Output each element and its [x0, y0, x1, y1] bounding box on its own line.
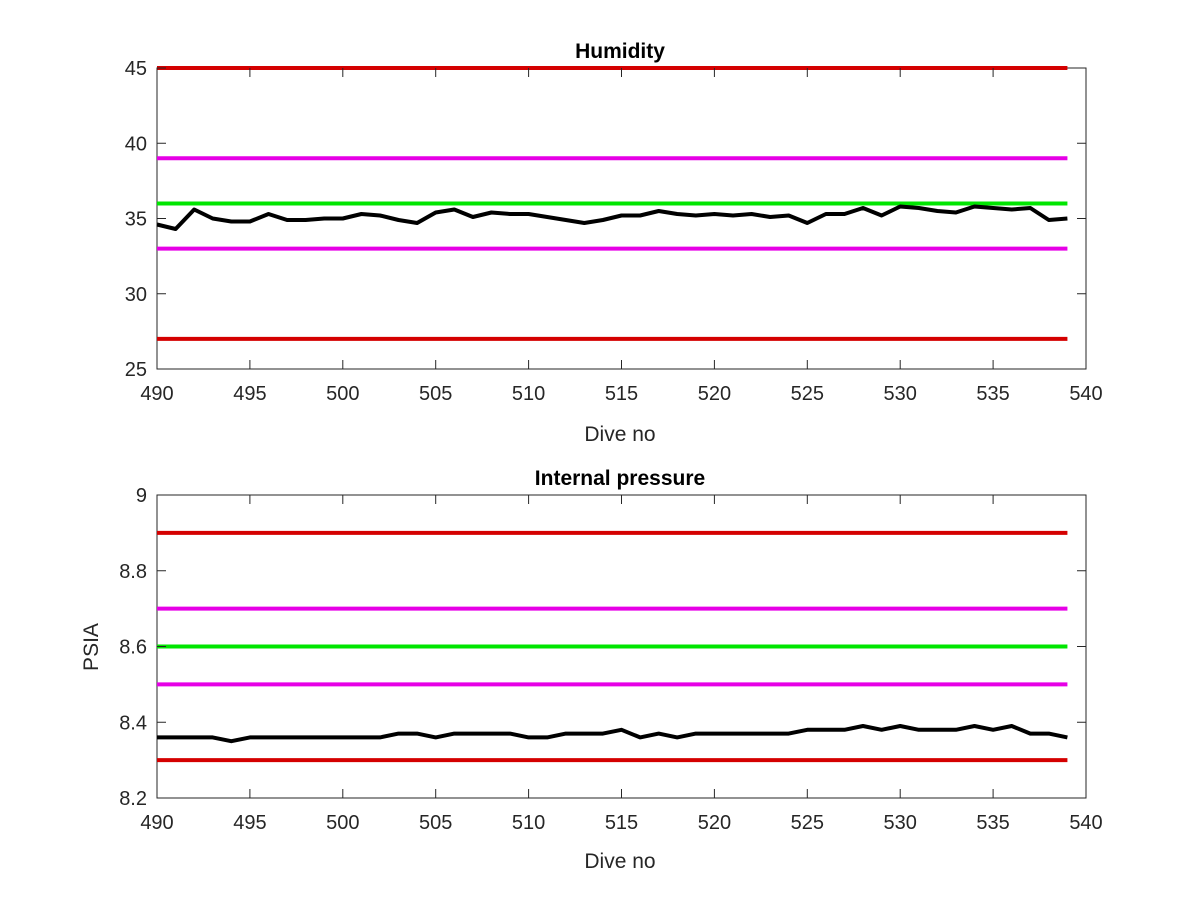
- internal-pressure-x-ticks: 490 495 500 505 510 515 520 525 530 535 540: [140, 495, 1103, 834]
- internal-pressure-data-line-0: [157, 724, 1068, 744]
- humidity-y-tick-label: 30: [125, 284, 147, 306]
- internal-pressure-y-tick-label: 8.2: [119, 788, 147, 810]
- humidity-series: [156, 204, 1068, 231]
- humidity-x-tick-label: 510: [512, 383, 545, 405]
- internal-pressure-x-tick-label: 530: [884, 812, 917, 834]
- internal-pressure-x-axis-label: Dive no: [584, 850, 655, 873]
- internal-pressure-plot: Internal pressure 490 495 500 505 510 515 520 5…: [80, 467, 1103, 873]
- humidity-y-ticks: 25 30 35 40 45: [125, 58, 1086, 381]
- internal-pressure-x-tick-label: 520: [698, 812, 731, 834]
- humidity-x-tick-label: 500: [326, 383, 359, 405]
- humidity-y-tick-label: 40: [125, 133, 147, 155]
- internal-pressure-x-tick-label: 515: [605, 812, 638, 834]
- humidity-y-tick-label: 25: [125, 359, 147, 381]
- internal-pressure-y-tick-label: 8.4: [119, 712, 147, 734]
- humidity-x-tick-label: 535: [976, 383, 1009, 405]
- internal-pressure-x-tick-label: 510: [512, 812, 545, 834]
- humidity-x-tick-label: 525: [791, 383, 824, 405]
- internal-pressure-x-tick-label: 505: [419, 812, 452, 834]
- internal-pressure-series: [157, 724, 1068, 744]
- internal-pressure-x-tick-label: 490: [140, 812, 173, 834]
- internal-pressure-y-tick-label: 9: [136, 485, 147, 507]
- humidity-x-tick-label: 515: [605, 383, 638, 405]
- internal-pressure-y-axis-label: PSIA: [80, 623, 103, 671]
- internal-pressure-x-tick-label: 540: [1069, 812, 1102, 834]
- internal-pressure-y-tick-label: 8.8: [119, 561, 147, 583]
- humidity-limit-lines: [157, 66, 1068, 341]
- internal-pressure-x-tick-label: 495: [233, 812, 266, 834]
- internal-pressure-x-tick-label: 525: [791, 812, 824, 834]
- internal-pressure-x-tick-label: 535: [976, 812, 1009, 834]
- humidity-x-tick-label: 490: [140, 383, 173, 405]
- humidity-x-tick-label: 520: [698, 383, 731, 405]
- internal-pressure-x-tick-label: 500: [326, 812, 359, 834]
- internal-pressure-limit-lines: [157, 530, 1068, 763]
- humidity-x-tick-label: 495: [233, 383, 266, 405]
- humidity-x-axis-label: Dive no: [584, 423, 655, 446]
- humidity-data-line-0: [156, 204, 1068, 231]
- internal-pressure-y-ticks: 8.2 8.4 8.6 8.8 9: [119, 485, 1086, 810]
- humidity-x-tick-label: 505: [419, 383, 452, 405]
- humidity-y-tick-label: 45: [125, 58, 147, 80]
- humidity-title: Humidity: [575, 40, 665, 63]
- humidity-plot: Humidity 490 495 500 505 510 515 520 525 530 535 5…: [125, 40, 1103, 446]
- humidity-x-ticks: 490 495 500 505 510 515 520 525 530 535 540: [140, 68, 1103, 405]
- humidity-y-tick-label: 35: [125, 209, 147, 231]
- internal-pressure-title: Internal pressure: [535, 467, 705, 490]
- humidity-x-tick-label: 530: [884, 383, 917, 405]
- internal-pressure-y-tick-label: 8.6: [119, 637, 147, 659]
- humidity-x-tick-label: 540: [1069, 383, 1102, 405]
